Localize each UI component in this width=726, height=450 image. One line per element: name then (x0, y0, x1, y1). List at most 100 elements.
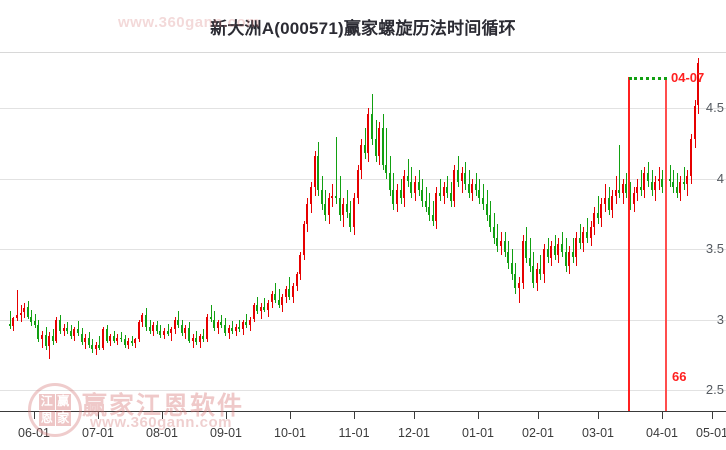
gridline (0, 178, 726, 180)
candle-body (37, 325, 39, 340)
candle-body (611, 195, 613, 210)
candle-body (579, 237, 581, 244)
candle-wick (447, 175, 448, 199)
candle-body (228, 327, 230, 334)
x-axis-line (0, 411, 726, 412)
candle-body (504, 240, 506, 252)
candle-wick (336, 136, 337, 205)
gridline (0, 249, 726, 251)
candle-body (435, 192, 437, 221)
candle-body (375, 139, 377, 157)
candle-body (245, 322, 247, 326)
x-axis-tick-label: 10-01 (274, 426, 306, 440)
candle-body (443, 187, 445, 196)
candle-wick (99, 336, 100, 351)
candle-wick (483, 184, 484, 210)
candle-body (192, 337, 194, 341)
candle-body (475, 184, 477, 190)
candle-body (296, 274, 298, 286)
candle-body (134, 339, 136, 344)
candle-body (367, 113, 369, 154)
candle-body (149, 326, 151, 331)
candle-body (12, 318, 14, 327)
candle-wick (440, 178, 441, 202)
candle-body (342, 204, 344, 216)
candle-body (371, 113, 373, 140)
candle-body (496, 237, 498, 247)
candle-body (202, 336, 204, 340)
candle-body (586, 232, 588, 238)
candle-body (95, 344, 97, 349)
candle-body (604, 198, 606, 204)
candle-wick (684, 167, 685, 190)
candle-body (471, 184, 473, 193)
candle-body (260, 306, 262, 311)
candlestick-plot-area (0, 52, 726, 411)
candle-wick (232, 320, 233, 334)
candle-body (654, 181, 656, 190)
candle-wick (261, 302, 262, 320)
candle-body (450, 192, 452, 202)
candle-body (120, 337, 122, 340)
candle-body (27, 306, 29, 317)
candle-body (98, 344, 100, 348)
candle-body (177, 319, 179, 326)
logo-char-3: 恩 (39, 410, 55, 426)
x-axis-tick (98, 412, 99, 419)
candle-wick (10, 311, 11, 330)
y-axis-tick-label: 3.5 (705, 241, 724, 257)
candle-wick (433, 201, 434, 227)
candle-body (633, 192, 635, 205)
candle-body (357, 170, 359, 199)
cycle-dotted-line (629, 77, 667, 80)
candle-body (106, 329, 108, 341)
candle-body (156, 325, 158, 331)
candle-body (557, 243, 559, 255)
candle-wick (42, 330, 43, 348)
candle-body (622, 184, 624, 193)
candle-body (690, 139, 692, 176)
candle-body (661, 178, 663, 188)
candle-wick (587, 218, 588, 244)
candle-body (63, 327, 65, 331)
x-axis-tick (712, 412, 713, 419)
candle-body (145, 315, 147, 327)
candle-body (425, 201, 427, 207)
candle-body (292, 285, 294, 297)
candle-body (640, 187, 642, 190)
cycle-vertical-line (665, 77, 667, 411)
candle-body (310, 187, 312, 205)
candle-body (206, 316, 208, 340)
candle-body (561, 243, 563, 252)
candle-wick (619, 144, 620, 199)
candle-body (138, 322, 140, 340)
candle-body (547, 249, 549, 258)
candle-wick (264, 298, 265, 313)
candle-body (482, 198, 484, 204)
candle-body (647, 173, 649, 182)
candle-body (55, 319, 57, 341)
candle-wick (178, 311, 179, 328)
candle-body (224, 325, 226, 334)
candle-wick (677, 173, 678, 199)
candle-body (124, 339, 126, 345)
candle-body (511, 263, 513, 275)
candle-body (590, 226, 592, 238)
candle-body (593, 212, 595, 227)
candle-body (676, 187, 678, 193)
candle-body (9, 323, 11, 327)
x-axis-tick-label: 02-01 (522, 426, 554, 440)
candle-body (213, 319, 215, 328)
candle-body (428, 206, 430, 216)
candle-body (400, 190, 402, 199)
x-axis-tick (34, 412, 35, 419)
x-axis-tick-label: 09-01 (210, 426, 242, 440)
candle-body (694, 105, 696, 140)
candle-body (565, 251, 567, 266)
x-axis-tick-label: 05-01 (696, 426, 726, 440)
candle-body (285, 288, 287, 297)
candle-body (446, 187, 448, 193)
candle-body (392, 190, 394, 205)
candle-body (568, 251, 570, 266)
candle-body (34, 320, 36, 326)
